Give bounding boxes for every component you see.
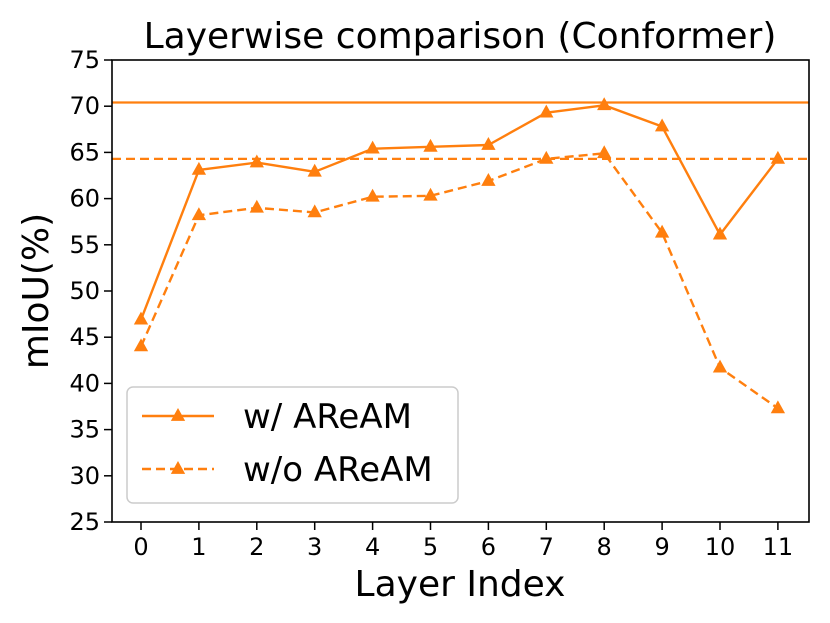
data-point-marker bbox=[307, 163, 322, 177]
y-tick-label: 30 bbox=[69, 462, 100, 490]
data-point-marker bbox=[191, 161, 207, 175]
data-point-marker bbox=[191, 207, 207, 221]
data-point-marker bbox=[654, 224, 670, 238]
data-point-marker bbox=[249, 199, 264, 213]
data-point-marker bbox=[712, 226, 728, 240]
x-tick-label: 5 bbox=[423, 533, 438, 561]
x-tick-label: 9 bbox=[654, 533, 669, 561]
data-point-marker bbox=[423, 138, 438, 152]
y-tick-label: 40 bbox=[69, 369, 100, 397]
y-tick-label: 75 bbox=[69, 46, 100, 74]
data-point-marker bbox=[365, 188, 380, 202]
y-tick-label: 55 bbox=[69, 231, 100, 259]
y-tick-label: 70 bbox=[69, 92, 100, 120]
y-tick-label: 35 bbox=[69, 416, 100, 444]
data-point-marker bbox=[712, 359, 728, 373]
x-tick-label: 11 bbox=[763, 533, 794, 561]
reference-lines bbox=[112, 101, 809, 160]
series-line bbox=[139, 152, 779, 410]
data-point-marker bbox=[597, 97, 612, 111]
data-point-marker bbox=[133, 338, 149, 352]
x-axis-label: Layer Index bbox=[355, 564, 566, 605]
data-point-marker bbox=[539, 104, 554, 118]
x-tick-label: 0 bbox=[133, 533, 148, 561]
data-point-marker bbox=[654, 118, 670, 132]
series-group bbox=[133, 97, 786, 414]
series-line bbox=[139, 104, 779, 321]
x-tick-label: 7 bbox=[539, 533, 554, 561]
series-1 bbox=[133, 97, 786, 325]
legend-marker bbox=[170, 460, 186, 474]
data-point-marker bbox=[133, 311, 149, 325]
data-point-marker bbox=[770, 400, 786, 414]
y-tick-label: 50 bbox=[69, 277, 100, 305]
chart-title: Layerwise comparison (Conformer) bbox=[144, 16, 777, 57]
data-point-marker bbox=[481, 173, 496, 186]
x-axis: 0 1 2 3 4 5 6 7 8 9 10 11 bbox=[133, 522, 793, 561]
x-tick-label: 3 bbox=[307, 533, 322, 561]
x-tick-label: 1 bbox=[191, 533, 206, 561]
data-point-marker bbox=[365, 140, 380, 154]
data-point-marker bbox=[597, 145, 612, 159]
y-axis: 25 30 35 40 45 50 55 60 65 70 75 bbox=[69, 46, 112, 536]
y-axis-label: mIoU(%) bbox=[16, 213, 57, 369]
x-tick-label: 8 bbox=[597, 533, 612, 561]
legend: w/ AReAM w/o AReAM bbox=[126, 386, 459, 504]
legend-label: w/o AReAM bbox=[243, 450, 433, 490]
x-tick-label: 10 bbox=[705, 533, 736, 561]
series-2 bbox=[133, 145, 786, 414]
data-point-marker bbox=[307, 204, 322, 218]
data-point-marker bbox=[539, 150, 554, 164]
legend-label: w/ AReAM bbox=[243, 397, 412, 437]
x-tick-label: 6 bbox=[481, 533, 496, 561]
data-point-marker bbox=[423, 187, 438, 201]
x-tick-label: 2 bbox=[249, 533, 264, 561]
y-tick-label: 60 bbox=[69, 185, 100, 213]
y-tick-label: 65 bbox=[69, 138, 100, 166]
data-point-marker bbox=[249, 154, 264, 168]
legend-marker bbox=[170, 407, 186, 421]
y-tick-label: 45 bbox=[69, 323, 100, 351]
data-point-marker bbox=[770, 150, 786, 164]
data-point-marker bbox=[481, 136, 496, 150]
y-tick-label: 25 bbox=[69, 508, 100, 536]
x-tick-label: 4 bbox=[365, 533, 380, 561]
